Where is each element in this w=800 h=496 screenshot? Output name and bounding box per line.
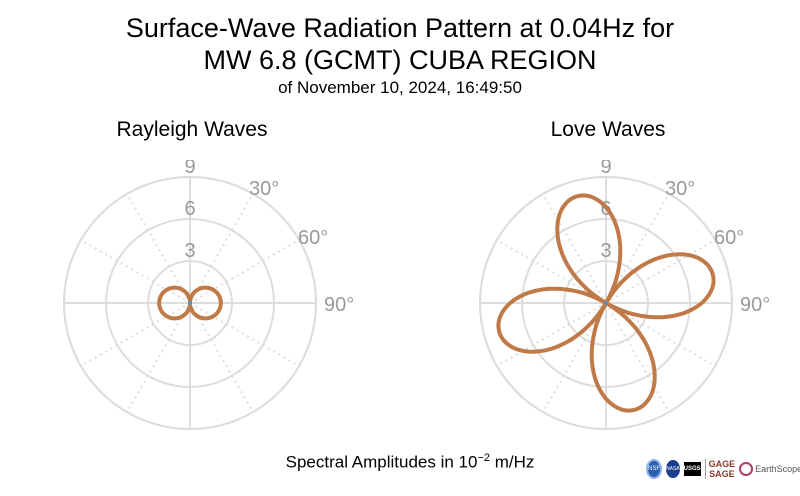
rayleigh-theta-tick-label-1: 60°	[298, 227, 328, 249]
rayleigh-spoke-330	[126, 193, 191, 304]
gage-text: GAGE	[708, 459, 736, 469]
footer-unit-exponent: −2	[477, 452, 490, 464]
love-center-point	[604, 301, 608, 305]
footer-label-prefix: Spectral Amplitudes in	[285, 452, 459, 472]
rayleigh-theta-tick-label-0: 30°	[249, 178, 279, 200]
love-spoke-240	[496, 302, 607, 367]
rayleigh-r-tick-label-0: 3	[184, 240, 195, 262]
love-panel-title: Love Waves	[550, 118, 666, 141]
sponsor-logos: NSF NASA USGS GAGE SAGE EarthScope	[646, 454, 800, 484]
love-theta-tick-label-2: 90°	[740, 294, 770, 316]
love-theta-tick-label-1: 60°	[714, 227, 744, 249]
love-spoke-330	[542, 193, 607, 304]
love-spoke-60	[605, 239, 716, 304]
rayleigh-spoke-210	[126, 302, 191, 413]
usgs-logo: USGS	[683, 462, 701, 476]
footer-unit-suffix: m/Hz	[490, 452, 535, 472]
footer-label: Spectral Amplitudes in 10−2 m/Hz	[0, 452, 800, 473]
rayleigh-r-tick-label-1: 6	[184, 198, 195, 220]
chart-subtitle: of November 10, 2024, 16:49:50	[278, 78, 522, 97]
rayleigh-spoke-120	[189, 302, 300, 367]
love-theta-tick-label-0: 30°	[665, 178, 695, 200]
gage-sage-logo: GAGE SAGE	[704, 459, 736, 479]
rayleigh-spoke-300	[80, 239, 191, 304]
earthscope-mark-icon	[739, 462, 754, 476]
rayleigh-spoke-60	[189, 239, 300, 304]
chart-title-line-1: Surface-Wave Radiation Pattern at 0.04Hz…	[125, 13, 675, 43]
rayleigh-theta-tick-label-2: 90°	[324, 294, 354, 316]
earthscope-logo: EarthScope	[739, 462, 800, 476]
love-r-tick-label-2: 9	[600, 160, 611, 178]
nsf-logo: NSF	[646, 459, 662, 479]
rayleigh-r-tick-label-2: 9	[184, 160, 195, 178]
title-block: Surface-Wave Radiation Pattern at 0.04Hz…	[0, 12, 800, 98]
rayleigh-panel-title: Rayleigh Waves	[116, 118, 268, 141]
rayleigh-center-point	[188, 301, 192, 305]
footer-unit-base: 10	[458, 452, 478, 472]
sage-text: SAGE	[709, 469, 735, 479]
rayleigh-spoke-240	[80, 302, 191, 367]
nasa-logo: NASA	[666, 460, 680, 478]
love-spoke-150	[605, 302, 670, 413]
earthscope-text: EarthScope	[755, 464, 800, 474]
rayleigh-spoke-150	[189, 302, 254, 413]
rayleigh-spoke-30	[189, 193, 254, 304]
love-r-tick-label-0: 3	[600, 240, 611, 262]
chart-title-line-2: MW 6.8 (GCMT) CUBA REGION	[203, 45, 597, 75]
